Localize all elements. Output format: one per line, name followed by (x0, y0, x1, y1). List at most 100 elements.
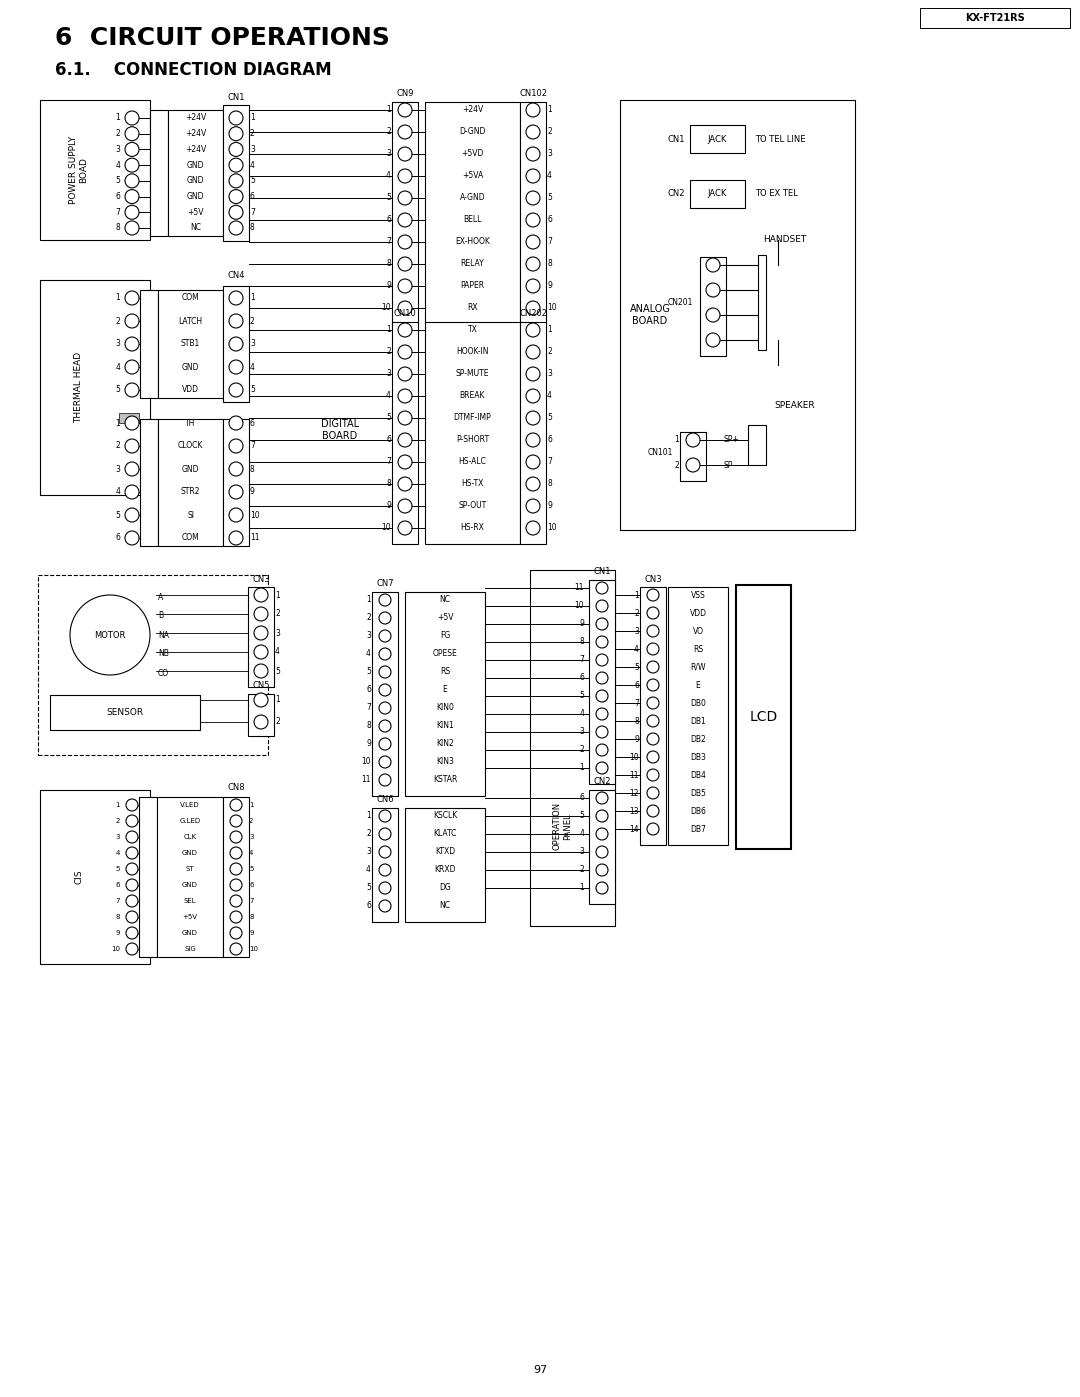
Text: LATCH: LATCH (178, 317, 203, 326)
Circle shape (399, 499, 411, 513)
Circle shape (647, 643, 659, 655)
Text: NC: NC (190, 224, 201, 232)
Circle shape (379, 882, 391, 894)
Circle shape (706, 307, 720, 321)
Circle shape (125, 221, 139, 235)
Text: VSS: VSS (690, 591, 705, 599)
Circle shape (229, 190, 243, 204)
Text: EX-HOOK: EX-HOOK (455, 237, 490, 246)
Circle shape (126, 814, 138, 827)
Circle shape (230, 943, 242, 956)
Bar (40, 101, 150, 240)
Circle shape (379, 685, 391, 696)
Circle shape (230, 895, 242, 907)
Text: 5: 5 (275, 666, 280, 676)
Text: 4: 4 (579, 830, 584, 838)
Text: 2: 2 (366, 830, 372, 838)
Text: CN3: CN3 (253, 574, 270, 584)
Circle shape (125, 158, 139, 172)
Text: 6  CIRCUIT OPERATIONS: 6 CIRCUIT OPERATIONS (55, 27, 390, 50)
Text: 7: 7 (579, 655, 584, 665)
Circle shape (399, 235, 411, 249)
Text: SEL: SEL (184, 898, 197, 904)
Text: 1: 1 (116, 113, 120, 123)
Bar (222, 798, 249, 957)
Text: 12: 12 (630, 788, 639, 798)
Text: VDD: VDD (183, 386, 199, 394)
Circle shape (526, 476, 540, 490)
Text: FG: FG (440, 631, 450, 640)
Circle shape (125, 360, 139, 374)
Text: 6: 6 (366, 901, 372, 911)
Circle shape (230, 814, 242, 827)
Text: 4: 4 (249, 161, 255, 169)
Text: 2: 2 (546, 348, 552, 356)
Text: 7: 7 (116, 208, 120, 217)
Text: 4: 4 (546, 172, 552, 180)
Circle shape (125, 127, 139, 141)
Text: 1: 1 (674, 436, 679, 444)
Text: 2: 2 (275, 718, 280, 726)
Bar (150, 110, 168, 236)
Text: 13: 13 (630, 806, 639, 816)
Text: GND: GND (187, 161, 204, 169)
Circle shape (230, 847, 242, 859)
Text: 4: 4 (116, 488, 120, 496)
Circle shape (125, 462, 139, 476)
Circle shape (647, 787, 659, 799)
Text: SENSOR: SENSOR (107, 708, 144, 717)
Text: 5: 5 (249, 386, 255, 394)
Circle shape (399, 323, 411, 337)
Text: VO: VO (692, 626, 703, 636)
Text: GND: GND (181, 362, 199, 372)
Circle shape (526, 147, 540, 161)
Bar (405, 592, 485, 796)
Text: 2: 2 (249, 819, 254, 824)
Text: 2: 2 (116, 441, 120, 450)
Text: SP-: SP- (723, 461, 735, 469)
Circle shape (526, 257, 540, 271)
Text: CN2: CN2 (667, 190, 685, 198)
Circle shape (596, 583, 608, 594)
Text: 1: 1 (116, 419, 120, 427)
Text: 2: 2 (387, 348, 391, 356)
Text: 6: 6 (546, 436, 552, 444)
Bar (426, 102, 519, 324)
Circle shape (526, 169, 540, 183)
Circle shape (647, 590, 659, 601)
Circle shape (596, 745, 608, 756)
Circle shape (399, 147, 411, 161)
Text: 1: 1 (249, 293, 255, 303)
Circle shape (229, 158, 243, 172)
Text: OPESE: OPESE (433, 650, 457, 658)
Circle shape (526, 235, 540, 249)
Text: SIG: SIG (184, 946, 195, 951)
Bar (158, 419, 222, 546)
Text: POWER SUPPLY
BOAD: POWER SUPPLY BOAD (69, 136, 89, 204)
Text: 2: 2 (249, 129, 255, 138)
Text: 2: 2 (275, 609, 280, 619)
Circle shape (229, 416, 243, 430)
Text: SI: SI (187, 510, 194, 520)
Text: SP-MUTE: SP-MUTE (456, 369, 489, 379)
Text: 4: 4 (387, 391, 391, 401)
Text: NC: NC (440, 901, 450, 911)
Bar (372, 592, 399, 796)
Text: 4: 4 (116, 849, 120, 856)
Text: G.LED: G.LED (179, 819, 201, 824)
Text: DIGITAL
BOARD: DIGITAL BOARD (321, 419, 359, 441)
Circle shape (254, 645, 268, 659)
Bar (426, 321, 519, 543)
Bar (758, 256, 766, 351)
Circle shape (647, 661, 659, 673)
Text: +24V: +24V (462, 106, 483, 115)
Circle shape (126, 863, 138, 875)
Text: 3: 3 (116, 339, 120, 348)
Bar (669, 587, 728, 845)
Text: 9: 9 (546, 282, 552, 291)
Text: NA: NA (158, 630, 168, 640)
Text: KIN3: KIN3 (436, 757, 454, 767)
Text: CO: CO (158, 669, 170, 678)
Text: 8: 8 (546, 260, 552, 268)
Circle shape (596, 847, 608, 858)
